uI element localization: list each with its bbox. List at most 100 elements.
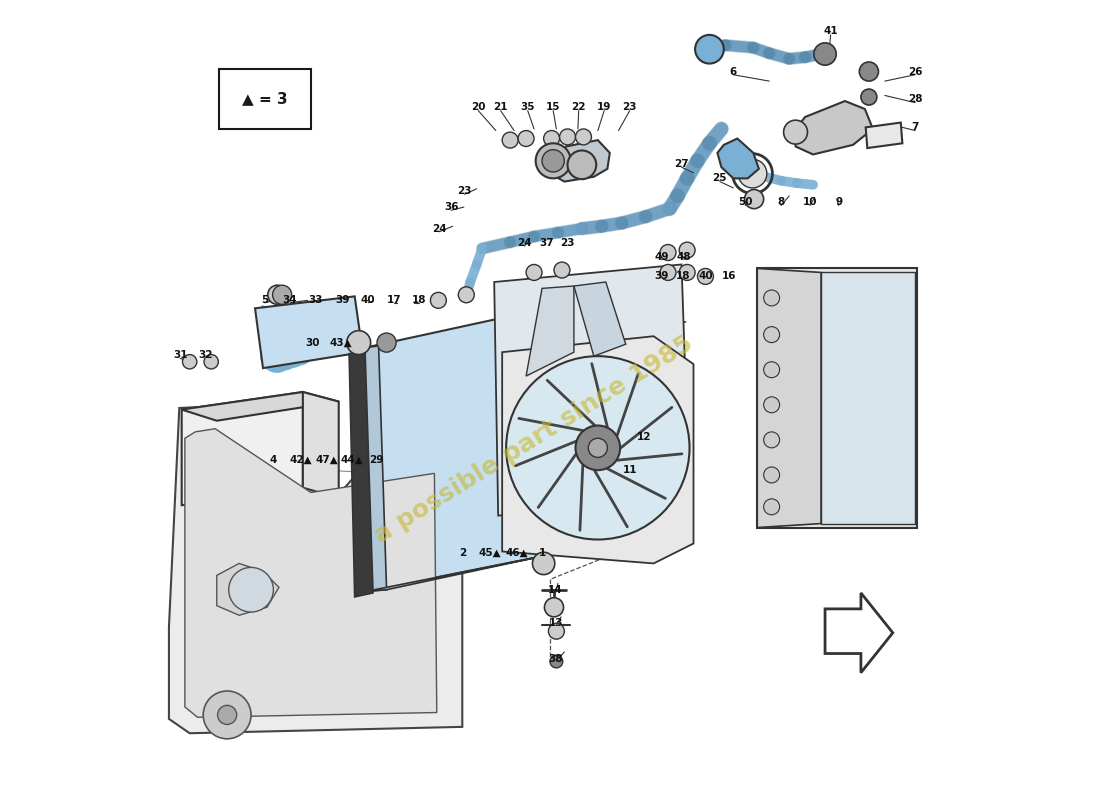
Circle shape xyxy=(459,286,474,302)
Text: 33: 33 xyxy=(308,294,323,305)
Text: 7: 7 xyxy=(912,122,918,132)
Text: 9: 9 xyxy=(835,198,843,207)
Text: 47▲: 47▲ xyxy=(316,454,338,465)
Circle shape xyxy=(542,150,564,172)
Text: 36: 36 xyxy=(444,202,459,212)
Circle shape xyxy=(273,285,292,304)
Text: 29: 29 xyxy=(368,454,384,465)
Text: 11: 11 xyxy=(623,465,637,475)
Text: 5: 5 xyxy=(261,294,268,305)
Text: 40: 40 xyxy=(698,271,713,282)
Polygon shape xyxy=(366,534,646,591)
Text: 18: 18 xyxy=(675,271,691,282)
Polygon shape xyxy=(795,101,873,154)
Circle shape xyxy=(763,432,780,448)
Circle shape xyxy=(738,159,767,188)
Text: FSH: FSH xyxy=(410,339,690,461)
Polygon shape xyxy=(185,429,437,718)
Circle shape xyxy=(660,245,676,261)
Text: 30: 30 xyxy=(305,338,320,347)
Circle shape xyxy=(660,265,676,281)
Text: a possible part since 1985: a possible part since 1985 xyxy=(371,331,697,548)
Text: 10: 10 xyxy=(803,198,817,207)
Text: 14: 14 xyxy=(548,585,563,594)
Text: 24: 24 xyxy=(432,223,447,234)
Text: 2: 2 xyxy=(459,548,466,558)
Circle shape xyxy=(346,330,371,354)
Text: 17: 17 xyxy=(386,294,402,305)
Circle shape xyxy=(204,691,251,739)
Polygon shape xyxy=(302,392,339,498)
Text: 42▲: 42▲ xyxy=(289,454,311,465)
Circle shape xyxy=(549,623,564,639)
Circle shape xyxy=(430,292,447,308)
Text: 48: 48 xyxy=(676,251,691,262)
Circle shape xyxy=(550,655,563,668)
Text: 49: 49 xyxy=(654,251,669,262)
Text: 6: 6 xyxy=(729,66,737,77)
Circle shape xyxy=(183,354,197,369)
Polygon shape xyxy=(182,392,302,506)
Text: 4: 4 xyxy=(270,454,277,465)
Text: 23: 23 xyxy=(560,238,575,248)
Polygon shape xyxy=(757,269,821,527)
Polygon shape xyxy=(821,273,915,523)
Polygon shape xyxy=(717,138,759,178)
Circle shape xyxy=(695,35,724,63)
Text: 35: 35 xyxy=(520,102,535,113)
Circle shape xyxy=(763,290,780,306)
Circle shape xyxy=(532,552,554,574)
Circle shape xyxy=(763,397,780,413)
Polygon shape xyxy=(363,346,386,591)
Circle shape xyxy=(783,120,807,144)
Polygon shape xyxy=(349,350,373,597)
Circle shape xyxy=(763,362,780,378)
Text: 39: 39 xyxy=(336,294,350,305)
Text: 23: 23 xyxy=(458,186,472,196)
Text: 23: 23 xyxy=(623,102,637,113)
Polygon shape xyxy=(757,269,916,527)
Polygon shape xyxy=(363,288,646,591)
Text: 32: 32 xyxy=(198,350,213,360)
Circle shape xyxy=(536,143,571,178)
Polygon shape xyxy=(217,563,279,615)
Polygon shape xyxy=(503,336,693,563)
Circle shape xyxy=(204,354,219,369)
Text: 12: 12 xyxy=(637,432,651,442)
Text: 21: 21 xyxy=(493,102,508,113)
Circle shape xyxy=(560,129,575,145)
Circle shape xyxy=(568,150,596,179)
Text: 44▲: 44▲ xyxy=(341,454,364,465)
Polygon shape xyxy=(574,282,626,356)
Text: 16: 16 xyxy=(722,271,737,282)
Circle shape xyxy=(859,62,879,81)
Text: 19: 19 xyxy=(597,102,612,113)
Circle shape xyxy=(526,265,542,281)
Text: 26: 26 xyxy=(908,66,923,77)
FancyBboxPatch shape xyxy=(219,69,311,129)
Text: 8: 8 xyxy=(778,198,784,207)
Text: 24: 24 xyxy=(517,238,531,248)
Circle shape xyxy=(267,285,287,304)
Circle shape xyxy=(575,129,592,145)
Text: 50: 50 xyxy=(738,198,752,207)
Polygon shape xyxy=(866,122,902,148)
Circle shape xyxy=(543,130,560,146)
Circle shape xyxy=(679,265,695,281)
Text: 46▲: 46▲ xyxy=(505,548,528,558)
Text: 39: 39 xyxy=(654,271,669,282)
Text: 22: 22 xyxy=(572,102,586,113)
Polygon shape xyxy=(169,406,462,734)
Circle shape xyxy=(814,43,836,65)
Circle shape xyxy=(377,333,396,352)
Text: 1: 1 xyxy=(538,548,546,558)
Circle shape xyxy=(544,598,563,617)
Circle shape xyxy=(763,499,780,515)
Text: 25: 25 xyxy=(713,174,727,183)
Circle shape xyxy=(679,242,695,258)
Text: 38: 38 xyxy=(548,654,563,664)
Text: 18: 18 xyxy=(412,294,427,305)
Circle shape xyxy=(506,356,690,539)
Polygon shape xyxy=(182,392,339,421)
Circle shape xyxy=(575,426,620,470)
